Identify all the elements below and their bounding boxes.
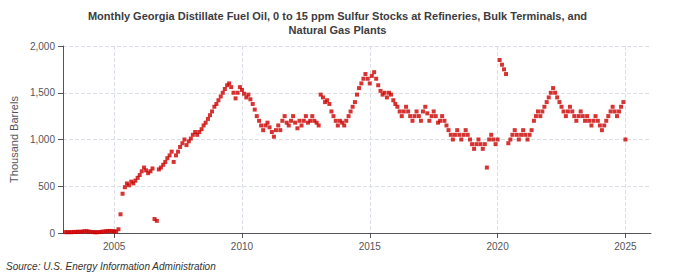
svg-text:1,000: 1,000 — [30, 134, 55, 145]
svg-text:2,000: 2,000 — [30, 41, 55, 52]
svg-text:Source: U.S. Energy Informatio: Source: U.S. Energy Information Administ… — [6, 261, 216, 272]
svg-text:2010: 2010 — [231, 241, 254, 252]
svg-text:500: 500 — [38, 181, 55, 192]
svg-text:Monthly Georgia Distillate Fue: Monthly Georgia Distillate Fuel Oil, 0 t… — [88, 10, 587, 22]
svg-text:2020: 2020 — [486, 241, 509, 252]
svg-text:2015: 2015 — [359, 241, 382, 252]
svg-text:1,500: 1,500 — [30, 87, 55, 98]
svg-text:Natural Gas Plants: Natural Gas Plants — [289, 24, 387, 36]
svg-text:Thousand Barrels: Thousand Barrels — [8, 96, 20, 183]
svg-text:2025: 2025 — [614, 241, 637, 252]
svg-text:0: 0 — [49, 228, 55, 239]
svg-text:2005: 2005 — [103, 241, 126, 252]
